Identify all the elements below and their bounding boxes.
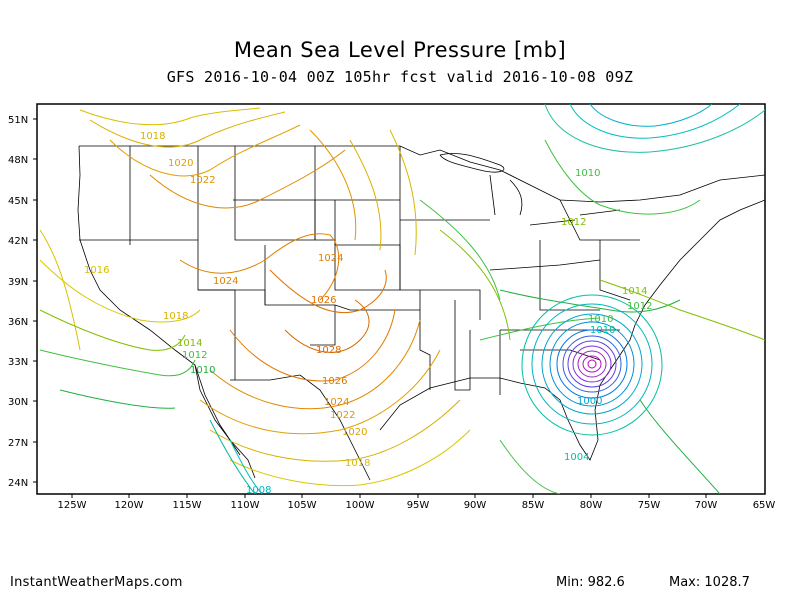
contour-label: 1004: [564, 452, 589, 463]
contour-label: 1024: [213, 276, 238, 287]
contour-label: 1020: [342, 427, 367, 438]
lon-label: 95W: [407, 500, 430, 511]
max-number: 1028.7: [704, 575, 750, 590]
contour-label: 1022: [190, 175, 215, 186]
lon-label: 85W: [522, 500, 545, 511]
high-pressure-contours: [39, 107, 471, 487]
contour-label: 1014: [622, 286, 647, 297]
borders: [77, 145, 765, 481]
lon-label: 120W: [115, 500, 144, 511]
min-label: Min:: [556, 575, 584, 590]
contour-label: 1022: [330, 410, 355, 421]
site-credit: InstantWeatherMaps.com: [10, 575, 183, 590]
lon-label: 75W: [638, 500, 661, 511]
lat-label: 27N: [8, 438, 28, 449]
chart-subtitle: GFS 2016-10-04 00Z 105hr fcst valid 2016…: [166, 68, 634, 86]
lat-label: 51N: [8, 115, 28, 126]
lon-label: 70W: [695, 500, 718, 511]
contour-label: 1012: [182, 350, 207, 361]
lon-label: 90W: [464, 500, 487, 511]
contour-label: 1026: [322, 376, 347, 387]
max-value: Max: 1028.7: [669, 575, 750, 590]
lon-label: 65W: [753, 500, 776, 511]
contour-label: 1026: [311, 295, 336, 306]
lon-label: 100W: [346, 500, 375, 511]
contour-label: 1000: [577, 396, 602, 407]
lon-label: 80W: [580, 500, 603, 511]
contour-label: 1018: [345, 458, 370, 469]
contour-label: 1012: [561, 217, 586, 228]
contour-label: 1008: [246, 485, 271, 496]
lat-label: 45N: [8, 196, 28, 207]
lat-label: 33N: [8, 357, 28, 368]
lat-label: 30N: [8, 397, 28, 408]
lon-label: 115W: [173, 500, 202, 511]
contour-label: 1012: [627, 301, 652, 312]
contour-label: 1020: [168, 158, 193, 169]
contour-label: 1024: [324, 397, 349, 408]
lat-label: 42N: [8, 236, 28, 247]
contour-label: 1010: [588, 314, 613, 325]
max-label: Max:: [669, 575, 701, 590]
lat-label: 24N: [8, 478, 28, 489]
contour-label: 1010: [190, 365, 215, 376]
mid-pressure-contours: [39, 139, 765, 494]
contour-label: 1010: [575, 168, 600, 179]
contour-label: 1024: [318, 253, 343, 264]
map-frame: [36, 103, 766, 495]
contour-label: 1014: [177, 338, 202, 349]
chart-title: Mean Sea Level Pressure [mb]: [233, 38, 567, 62]
lon-label: 125W: [58, 500, 87, 511]
contour-label: 1016: [84, 265, 109, 276]
contour-label: 1028: [316, 345, 341, 356]
lat-label: 48N: [8, 155, 28, 166]
contour-label: 1018: [163, 311, 188, 322]
lat-label: 36N: [8, 317, 28, 328]
low-pressure-contours: [209, 104, 765, 494]
contour-label: 1018: [140, 131, 165, 142]
lon-label: 105W: [288, 500, 317, 511]
lon-label: 110W: [231, 500, 260, 511]
min-value: Min: 982.6: [556, 575, 625, 590]
min-number: 982.6: [587, 575, 625, 590]
lat-label: 39N: [8, 277, 28, 288]
contour-label: 1010: [590, 325, 615, 336]
